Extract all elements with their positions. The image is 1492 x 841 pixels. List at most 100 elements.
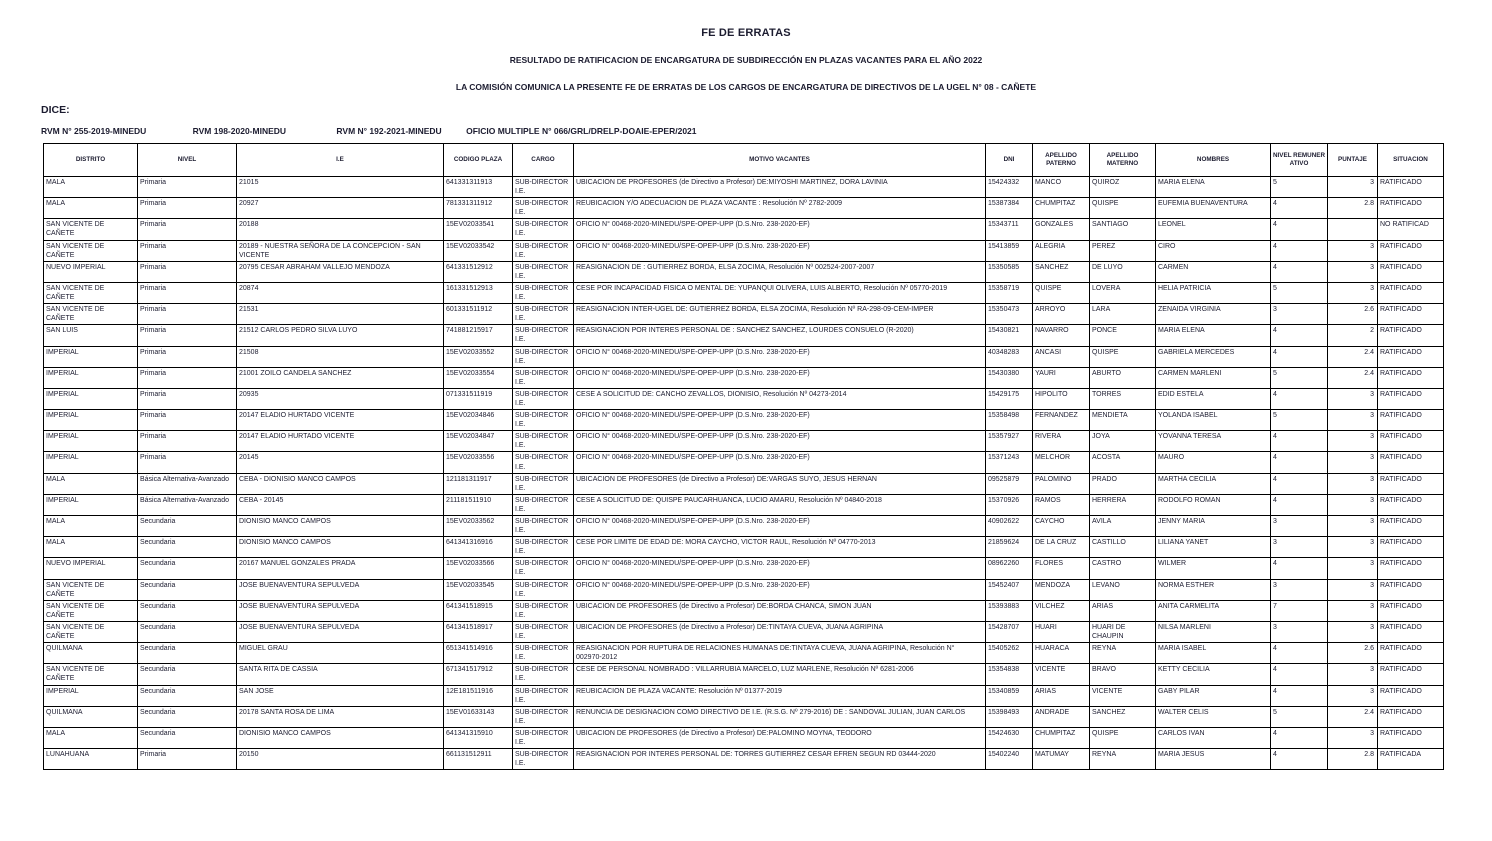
table-cell: QUISPE	[1089, 197, 1156, 220]
table-cell: 641341518917	[443, 620, 513, 644]
table-cell: 15393883	[985, 599, 1033, 622]
table-cell: TORRES	[1089, 387, 1156, 411]
table-cell: ARIAS	[1032, 684, 1090, 707]
table-cell: RATIFICADO	[1377, 472, 1444, 495]
table-cell: NUEVO IMPERIAL	[43, 557, 138, 580]
table-cell: 4	[1270, 493, 1328, 517]
table-cell: 20145	[236, 451, 444, 474]
table-cell: 3	[1327, 430, 1378, 453]
table-cell: 5	[1270, 409, 1328, 432]
table-cell: RIVERA	[1032, 430, 1090, 453]
table-cell: CESE DE PERSONAL NOMBRADO : VILLARRUBIA …	[573, 663, 986, 686]
table-cell: MALA	[43, 472, 138, 495]
table-cell: SAN VICENTE DE CAÑETE	[43, 281, 138, 305]
table-row: MALA Básica Alternativa-Avanzado CEBA - DI…	[43, 472, 1444, 495]
table-body: MALA Primaria 21015 641331311913 SUB-DIRECTO…	[43, 175, 1444, 771]
table-cell: SUB-DIRECTOR I.E.	[512, 642, 574, 665]
table-cell: RATIFICADO	[1377, 536, 1444, 559]
table-cell: MALA	[43, 514, 138, 538]
table-cell: 4	[1270, 472, 1328, 495]
table-cell: OFICIO N° 00468-2020-MINEDU/SPE-OPEP-UPP…	[573, 218, 986, 241]
table-cell: LEVANO	[1089, 578, 1156, 601]
table-cell: Primaria	[137, 345, 237, 368]
table-cell: 15358498	[985, 409, 1033, 432]
table-cell: RATIFICADO	[1377, 705, 1444, 728]
table-cell: 161331512913	[443, 281, 513, 305]
table-cell: 3	[1327, 387, 1378, 411]
table-cell: SUB-DIRECTOR I.E.	[512, 472, 574, 495]
table-cell: SUB-DIRECTOR I.E.	[512, 726, 574, 750]
table-cell: SUB-DIRECTOR I.E.	[512, 324, 574, 347]
table-cell: IMPERIAL	[43, 451, 138, 474]
table-cell: SUB-DIRECTOR I.E.	[512, 705, 574, 728]
table-cell: DE LUYO	[1089, 260, 1156, 283]
table-cell: RATIFICADO	[1377, 684, 1444, 707]
table-cell: JOSE BUENAVENTURA SEPULVEDA	[236, 599, 444, 622]
table-cell: LARA	[1089, 303, 1156, 326]
table-row: QUILMANA Secundaria MIGUEL GRAU 65134151491…	[43, 642, 1444, 665]
table-row: IMPERIAL Primaria 21508 15EV02033552 SUB-DIR…	[43, 345, 1444, 368]
document-subtitle-2: LA COMISIÓN COMUNICA LA PRESENTE FE DE E…	[455, 82, 1037, 92]
table-cell: 3	[1327, 239, 1378, 262]
table-cell: IMPERIAL	[43, 345, 138, 368]
column-header-12: PUNTAJE	[1327, 143, 1378, 177]
table-cell: 4	[1270, 387, 1328, 411]
table-cell: ARROYO	[1032, 303, 1090, 326]
column-header-13: SITUACION	[1377, 143, 1444, 177]
rvm-reference-3: RVM N° 192-2021-MINEDU	[336, 126, 442, 136]
table-cell: SUB-DIRECTOR I.E.	[512, 345, 574, 368]
table-cell: 15EV02034847	[443, 430, 513, 453]
column-header-2: NIVEL	[137, 143, 237, 177]
table-cell: HIPOLITO	[1032, 387, 1090, 411]
table-cell: 4	[1270, 642, 1328, 665]
table-cell: SUB-DIRECTOR I.E.	[512, 578, 574, 601]
table-cell: IMPERIAL	[43, 493, 138, 517]
oficio-multiple-reference: OFICIO MULTIPLE N° 066/GRL/DRELP-DOAIE-E…	[466, 126, 697, 136]
table-cell: SUB-DIRECTOR I.E.	[512, 620, 574, 644]
table-cell: 21859624	[985, 536, 1033, 559]
table-cell: OFICIO N° 00468-2020-MINEDU/SPE-OPEP-UPP…	[573, 409, 986, 432]
table-row: QUILMANA Secundaria 20178 SANTA ROSA DE LI…	[43, 705, 1444, 728]
table-cell: MENDIETA	[1089, 409, 1156, 432]
table-cell: 3	[1327, 663, 1378, 686]
table-cell: OFICIO N° 00468-2020-MINEDU/SPE-OPEP-UPP…	[573, 578, 986, 601]
table-cell: Secundaria	[137, 642, 237, 665]
table-row: IMPERIAL Secundaria SAN JOSE 12E181511916 SU…	[43, 684, 1444, 707]
table-cell: OFICIO N° 00468-2020-MINEDU/SPE-OPEP-UPP…	[573, 451, 986, 474]
table-cell: ANCASI	[1032, 345, 1090, 368]
table-cell: 20874	[236, 281, 444, 305]
page-title: FE DE ERRATAS	[701, 27, 791, 39]
table-cell: 12E181511916	[443, 684, 513, 707]
table-cell: RODOLFO ROMAN	[1155, 493, 1271, 517]
table-cell: CIRO	[1155, 239, 1271, 262]
table-cell: LEONEL	[1155, 218, 1271, 241]
table-cell: BRAVO	[1089, 663, 1156, 686]
table-cell: 3	[1270, 620, 1328, 644]
table-cell: REUBICACION DE PLAZA VACANTE: Resolución…	[573, 684, 986, 707]
column-header-9: APELLIDO MATERNO	[1089, 143, 1156, 177]
table-cell: RATIFICADO	[1377, 345, 1444, 368]
table-cell: 15357927	[985, 430, 1033, 453]
table-cell: OFICIO N° 00468-2020-MINEDU/SPE-OPEP-UPP…	[573, 514, 986, 538]
table-cell: HUARI	[1032, 620, 1090, 644]
table-cell: JOSE BUENAVENTURA SEPULVEDA	[236, 578, 444, 601]
table-cell: RATIFICADO	[1377, 557, 1444, 580]
table-cell: QUISPE	[1089, 726, 1156, 750]
table-cell: RATIFICADO	[1377, 451, 1444, 474]
table-cell: 20147 ELADIO HURTADO VICENTE	[236, 409, 444, 432]
table-cell: RATIFICADO	[1377, 726, 1444, 750]
table-cell: UBICACION DE PROFESORES (de Directivo a …	[573, 472, 986, 495]
table-cell: CAYCHO	[1032, 514, 1090, 538]
table-cell: Primaria	[137, 175, 237, 199]
table-cell: UBICACION DE PROFESORES (de Directivo a …	[573, 175, 986, 199]
table-cell: SUB-DIRECTOR I.E.	[512, 684, 574, 707]
table-cell: SAN VICENTE DE CAÑETE	[43, 578, 138, 601]
table-cell: CASTILLO	[1089, 536, 1156, 559]
table-row: SAN VICENTE DE CAÑETE Primaria 20874 161331…	[43, 281, 1444, 305]
table-cell: 2.6	[1327, 303, 1378, 326]
table-cell: ALEGRIA	[1032, 239, 1090, 262]
table-cell: 20167 MANUEL GONZALES PRADA	[236, 557, 444, 580]
table-cell: 2.8	[1327, 197, 1378, 220]
table-cell: Primaria	[137, 430, 237, 453]
table-cell: SUB-DIRECTOR I.E.	[512, 218, 574, 241]
